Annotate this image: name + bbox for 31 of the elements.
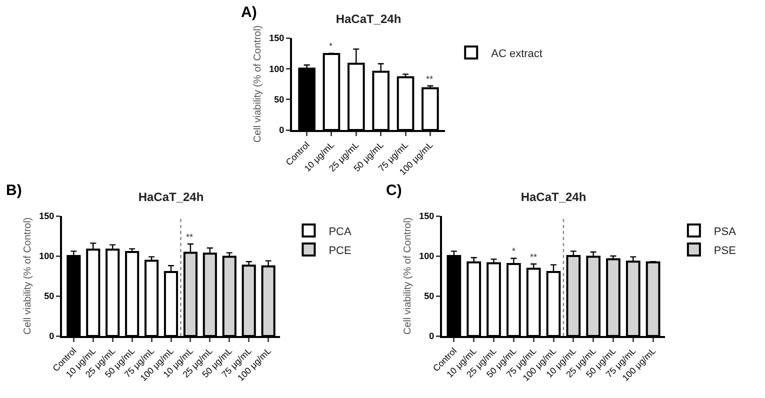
data-label: ** [186, 232, 194, 242]
y-tick-label: 150 [39, 211, 54, 222]
text: B) [6, 182, 22, 199]
chart-title: HaCaT_24h [520, 190, 586, 204]
y-tick-label: 0 [279, 125, 284, 136]
legend-label: PSE [714, 244, 736, 257]
data-label: ** [426, 74, 434, 84]
y-axis-title: Cell viability (% of Control) [22, 217, 34, 335]
legend-label: PCE [328, 244, 352, 257]
data-label: * [512, 246, 516, 256]
legend-label: PSA [714, 226, 737, 238]
y-axis-title: Cell viability (% of Control) [402, 217, 414, 335]
y-tick-label: 100 [39, 251, 54, 262]
y-tick-label: 150 [419, 211, 434, 222]
y-tick-label: 0 [429, 331, 434, 342]
y-tick-label: 150 [269, 33, 284, 44]
data-label: ** [530, 252, 538, 262]
y-tick-label: 100 [419, 251, 434, 262]
chart-title: HaCaT_24h [138, 190, 204, 204]
chart-title: HaCaT_24h [336, 12, 402, 26]
y-tick-label: 100 [269, 64, 284, 74]
text: C) [386, 182, 402, 199]
y-tick-label: 50 [274, 94, 284, 104]
y-tick-label: 50 [44, 291, 54, 302]
text: A) [241, 4, 257, 21]
y-axis-title: Cell viability (% of Control) [252, 25, 264, 143]
y-tick-label: 0 [49, 331, 54, 342]
legend-label: AC extract [491, 48, 542, 60]
y-tick-label: 50 [424, 291, 434, 302]
legend-label: PCA [328, 226, 352, 238]
data-label: * [329, 41, 333, 51]
